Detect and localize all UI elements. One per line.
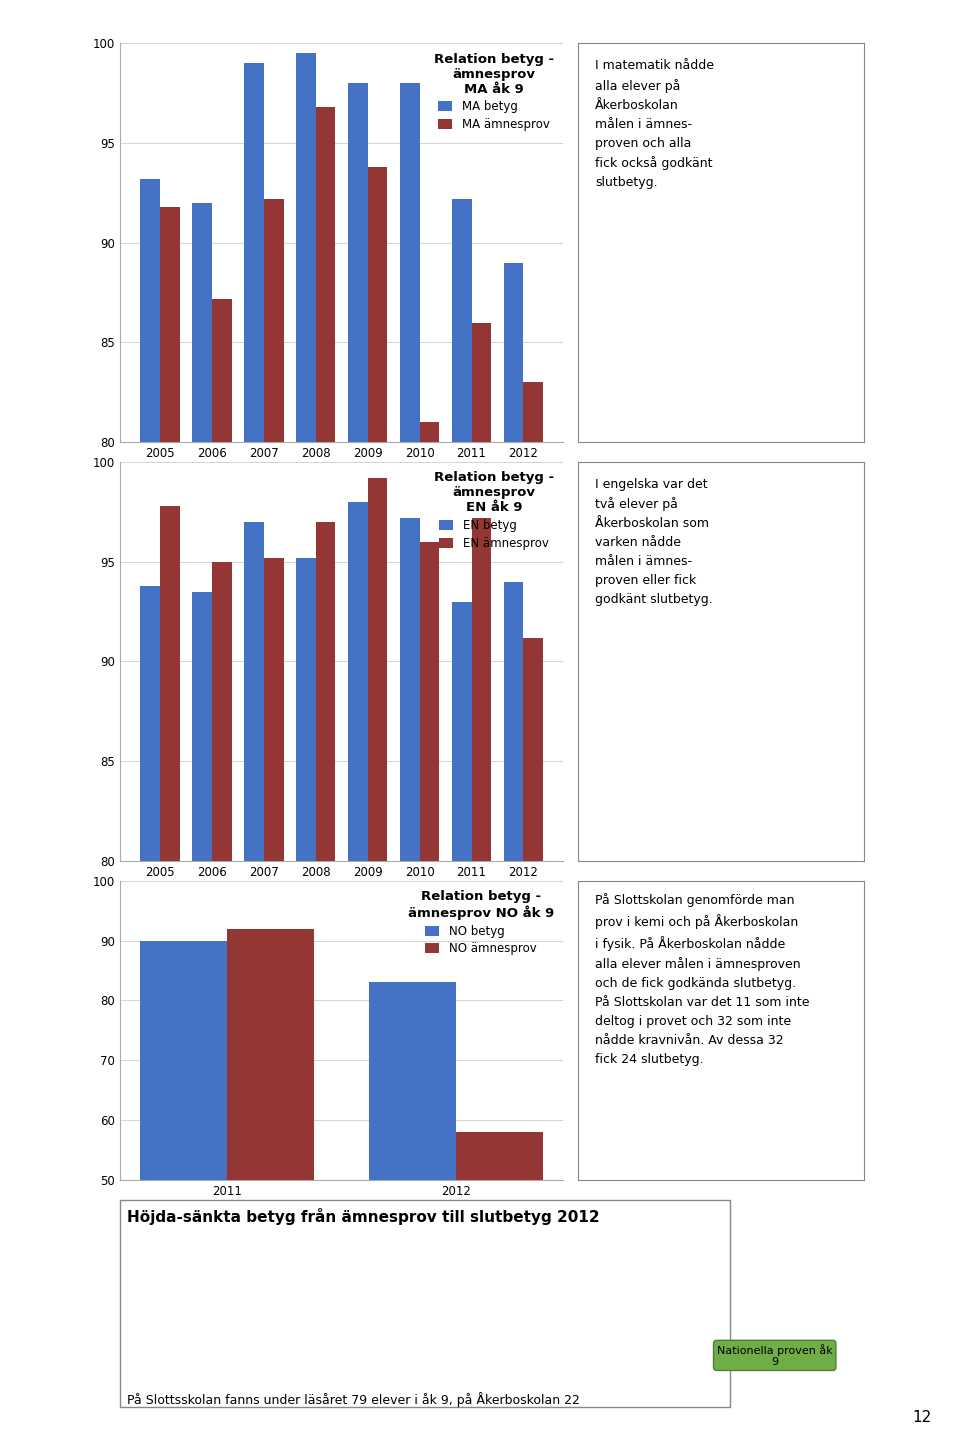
- Bar: [140, 180, 160, 1436]
- Bar: [296, 557, 316, 1436]
- Bar: [244, 63, 264, 1436]
- Bar: [348, 501, 368, 1436]
- Bar: [471, 323, 492, 1436]
- Bar: [452, 198, 471, 1436]
- Bar: [316, 106, 335, 1436]
- Legend: NO betyg, NO ämnesprov: NO betyg, NO ämnesprov: [404, 886, 558, 959]
- Bar: [212, 561, 231, 1436]
- Bar: [471, 518, 492, 1436]
- Text: I matematik nådde
alla elever på
Åkerboskolan
målen i ämnes-
proven och alla
fic: I matematik nådde alla elever på Åkerbos…: [595, 59, 714, 190]
- Bar: [192, 202, 212, 1436]
- Bar: [296, 53, 316, 1436]
- Bar: [192, 592, 212, 1436]
- Bar: [244, 521, 264, 1436]
- Text: På Slottskolan genomförde man
prov i kemi och på Åkerboskolan
i fysik. På Åkerbo: På Slottskolan genomförde man prov i kem…: [595, 893, 809, 1067]
- Bar: [420, 422, 440, 1436]
- Bar: [368, 478, 388, 1436]
- Legend: MA betyg, MA ämnesprov: MA betyg, MA ämnesprov: [430, 49, 558, 135]
- Bar: [370, 982, 456, 1436]
- Bar: [140, 586, 160, 1436]
- Bar: [420, 541, 440, 1436]
- Legend: EN betyg, EN ämnesprov: EN betyg, EN ämnesprov: [430, 468, 558, 553]
- Bar: [523, 638, 543, 1436]
- Bar: [400, 83, 420, 1436]
- Bar: [160, 505, 180, 1436]
- Bar: [348, 83, 368, 1436]
- Bar: [212, 299, 231, 1436]
- Text: På Slottsskolan fanns under läsåret 79 elever i åk 9, på Åkerboskolan 22: På Slottsskolan fanns under läsåret 79 e…: [128, 1393, 580, 1407]
- Bar: [264, 198, 283, 1436]
- Text: 12: 12: [912, 1410, 931, 1425]
- Bar: [452, 602, 471, 1436]
- Bar: [504, 263, 523, 1436]
- Bar: [228, 929, 314, 1436]
- Text: Höjda-sänkta betyg från ämnesprov till slutbetyg 2012: Höjda-sänkta betyg från ämnesprov till s…: [128, 1208, 600, 1225]
- Bar: [316, 521, 335, 1436]
- Bar: [456, 1132, 543, 1436]
- Bar: [523, 382, 543, 1436]
- Bar: [504, 582, 523, 1436]
- Bar: [160, 207, 180, 1436]
- Bar: [368, 167, 388, 1436]
- Bar: [400, 518, 420, 1436]
- Text: I engelska var det
två elever på
Åkerboskolan som
varken nådde
målen i ämnes-
pr: I engelska var det två elever på Åkerbos…: [595, 478, 713, 606]
- Bar: [264, 557, 283, 1436]
- Bar: [140, 941, 228, 1436]
- Text: Nationella proven åk
9: Nationella proven åk 9: [717, 1344, 832, 1367]
- Bar: [120, 1199, 730, 1407]
